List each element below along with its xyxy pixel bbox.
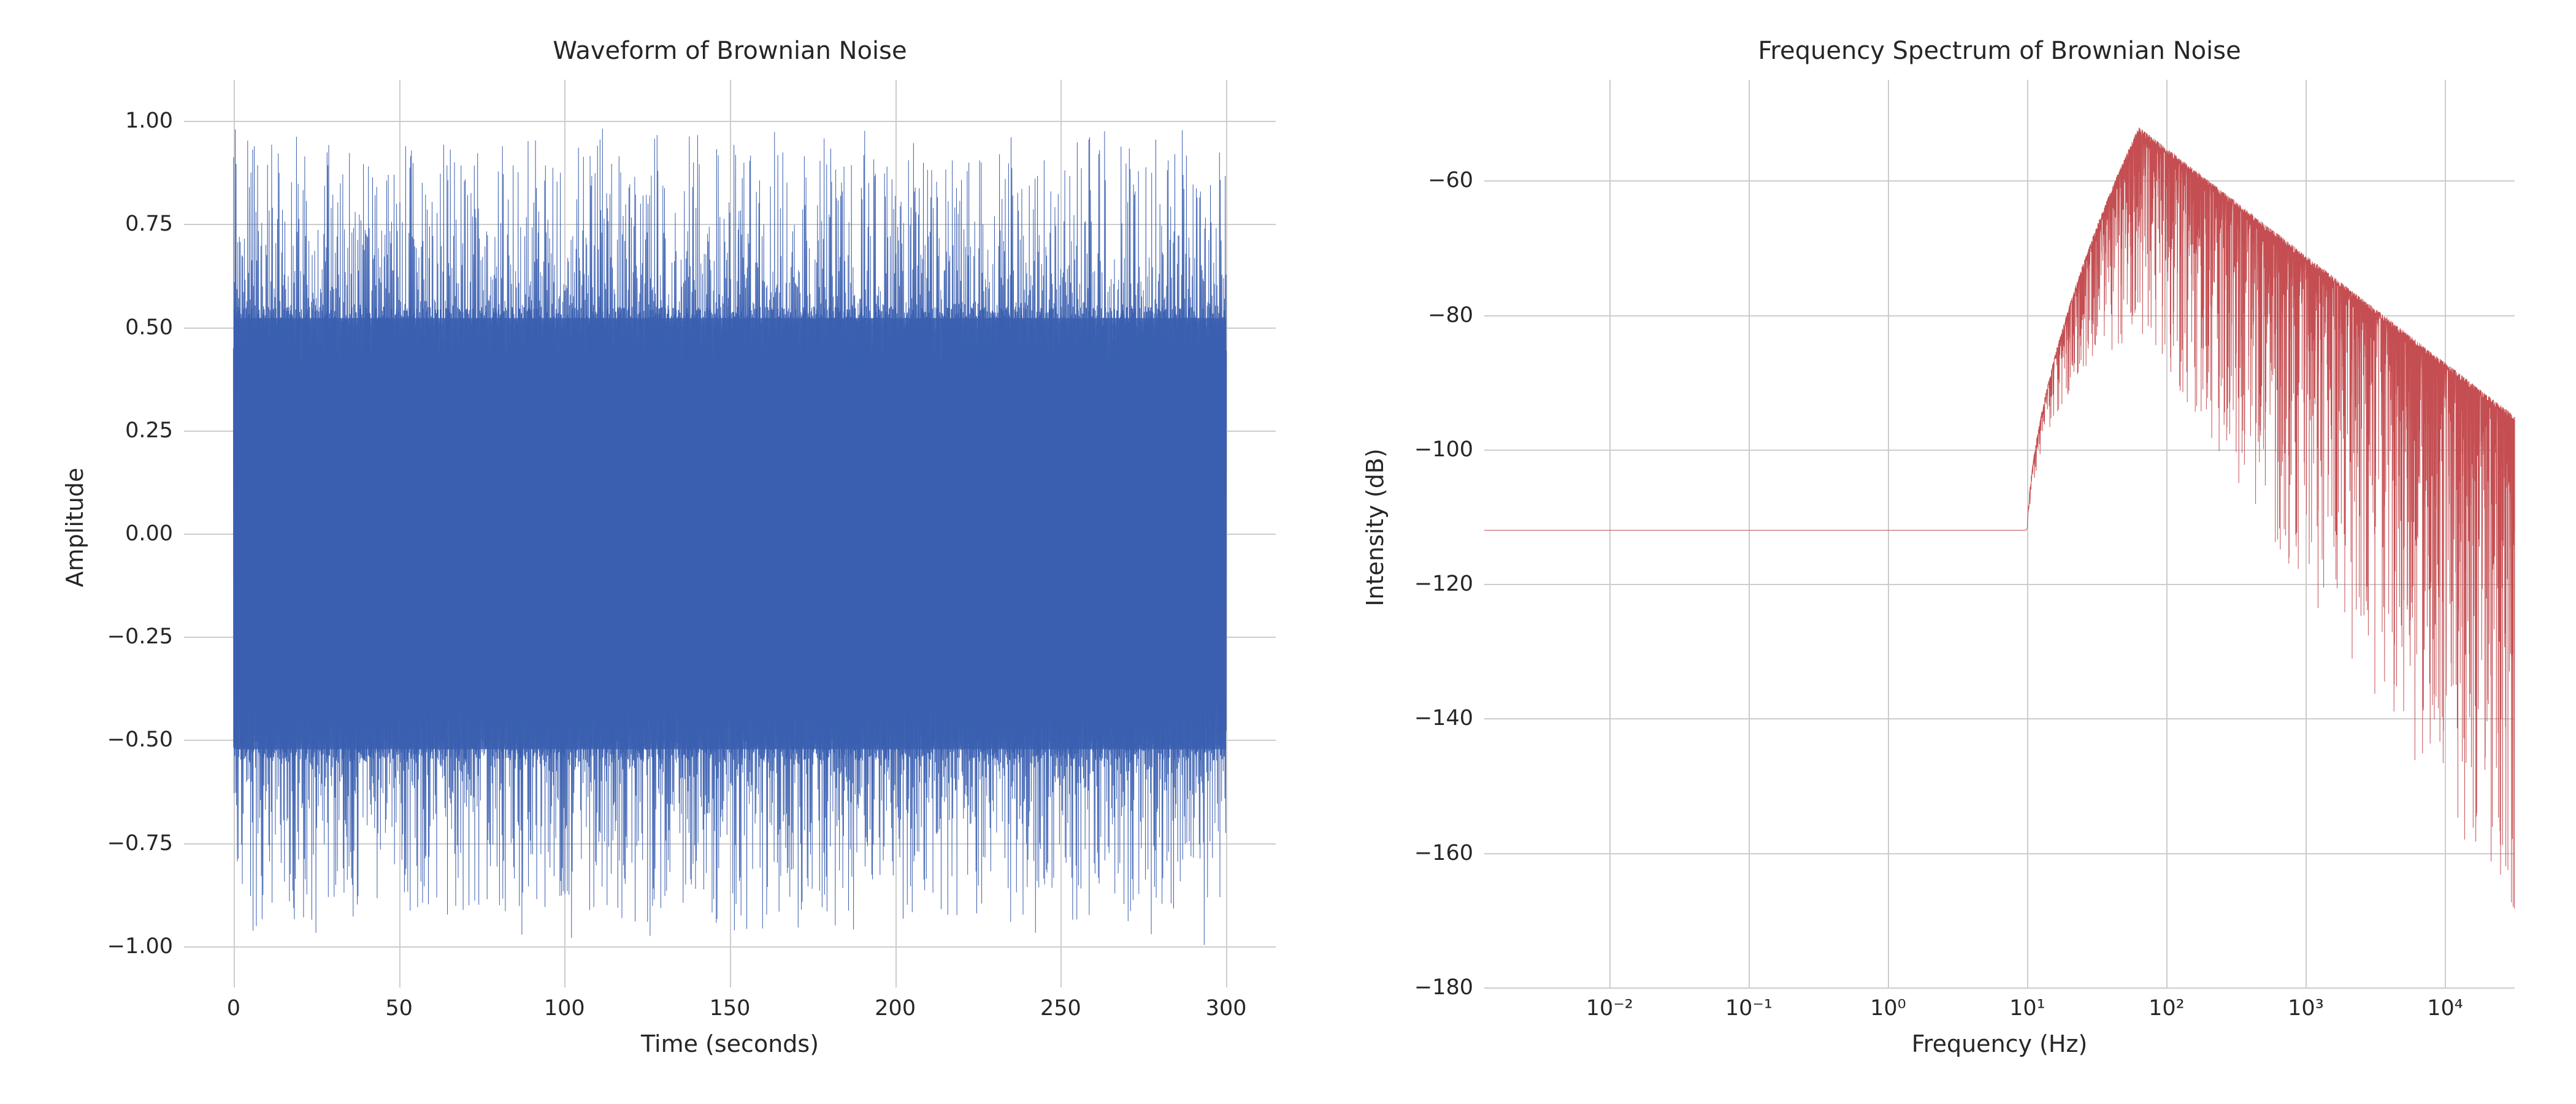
y-tick-label: −60 [1406,168,1473,193]
x-tick-label: 10⁰ [1870,996,1906,1021]
x-tick-label: 10² [2149,996,2185,1021]
right-plot-area [1484,80,2515,987]
x-tick-label: 10⁴ [2427,996,2463,1021]
x-tick-label: 300 [1206,996,1247,1021]
y-tick-label: −0.50 [105,727,173,752]
x-tick-label: 0 [227,996,240,1021]
y-tick-label: 0.00 [105,521,173,546]
y-tick-label: −120 [1406,572,1473,596]
x-tick-label: 10¹ [2009,996,2045,1021]
left-y-axis-label: Amplitude [61,435,88,619]
waveform-series [184,80,1276,987]
y-tick-label: 1.00 [105,109,173,133]
x-tick-label: 10³ [2288,996,2324,1021]
grid-line-horizontal [1484,987,2515,989]
y-tick-label: 0.75 [105,212,173,236]
right-y-axis-label: Intensity (dB) [1362,435,1389,619]
x-tick-label: 150 [710,996,751,1021]
x-tick-label: 10⁻² [1586,996,1633,1021]
y-tick-label: 0.25 [105,418,173,443]
y-tick-label: −140 [1406,706,1473,730]
x-tick-label: 100 [544,996,585,1021]
x-tick-label: 50 [385,996,413,1021]
figure: Waveform of Brownian Noise 0 50 100 150 200 25… [0,0,2576,1104]
y-tick-label: −0.25 [105,624,173,649]
y-tick-label: −180 [1406,975,1473,1000]
y-tick-label: −80 [1406,303,1473,328]
y-tick-label: −100 [1406,437,1473,462]
y-tick-label: −160 [1406,841,1473,865]
x-tick-label: 10⁻¹ [1725,996,1773,1021]
y-tick-label: −0.75 [105,831,173,856]
right-x-axis-label: Frequency (Hz) [1484,1030,2515,1057]
x-tick-label: 250 [1040,996,1081,1021]
x-tick-label: 200 [875,996,916,1021]
spectrum-series [1484,80,2515,987]
y-tick-label: −1.00 [105,934,173,959]
right-chart-title: Frequency Spectrum of Brownian Noise [1484,37,2515,65]
left-plot-area [184,80,1276,987]
y-tick-label: 0.50 [105,315,173,340]
left-chart-title: Waveform of Brownian Noise [184,37,1276,65]
left-x-axis-label: Time (seconds) [184,1030,1276,1057]
